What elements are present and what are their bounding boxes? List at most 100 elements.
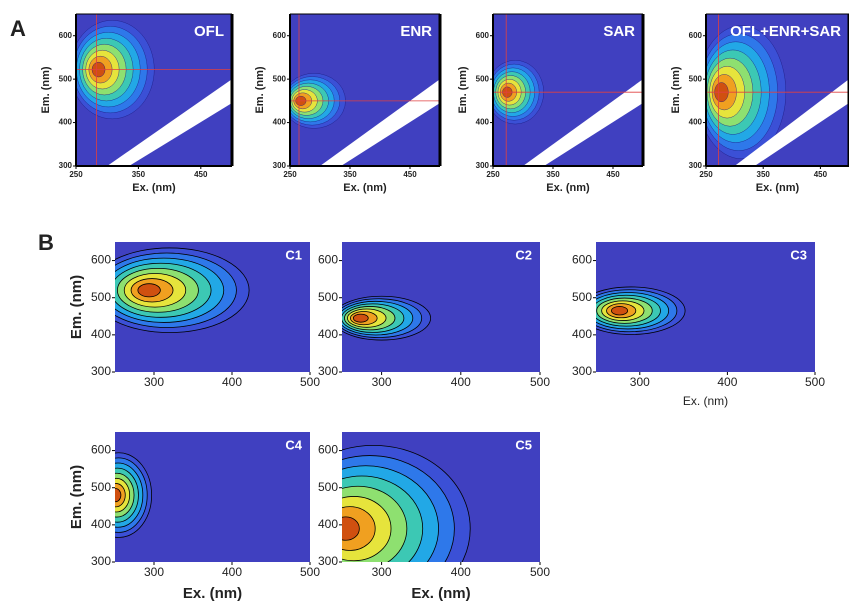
panel-title: C3 [790, 247, 807, 262]
x-axis-label: Ex. (nm) [546, 182, 590, 194]
y-tick-label: 400 [59, 118, 73, 127]
y-tick-label: 600 [318, 443, 338, 457]
y-tick-label: 600 [318, 253, 338, 267]
x-tick-label: 250 [486, 170, 500, 179]
y-tick-label: 300 [572, 364, 592, 378]
contour-level [611, 306, 629, 316]
x-axis-label: Ex. (nm) [343, 182, 387, 194]
y-tick-label: 400 [689, 118, 703, 127]
x-tick-label: 400 [717, 375, 737, 389]
plot-area [76, 14, 232, 166]
y-tick-label: 600 [91, 253, 111, 267]
y-tick-label: 600 [572, 253, 592, 267]
y-tick-label: 400 [318, 517, 338, 531]
x-tick-label: 500 [300, 565, 320, 579]
x-tick-label: 300 [372, 375, 392, 389]
contour-level [352, 313, 369, 323]
panel-title: OFL [194, 23, 224, 40]
x-tick-label: 300 [144, 565, 164, 579]
x-axis-label: Ex. (nm) [683, 394, 728, 408]
x-tick-label: 450 [403, 170, 417, 179]
y-tick-label: 400 [273, 118, 287, 127]
y-tick-label: 400 [572, 327, 592, 341]
y-tick-label: 500 [318, 480, 338, 494]
panel-title: C4 [285, 437, 302, 452]
scatter-band [734, 79, 849, 166]
plot-area [115, 242, 310, 372]
x-tick-label: 500 [530, 375, 550, 389]
y-tick-label: 500 [59, 74, 73, 83]
y-tick-label: 300 [476, 161, 490, 170]
plot-area [342, 242, 540, 372]
y-tick-label: 400 [91, 327, 111, 341]
y-tick-label: 600 [476, 31, 490, 40]
y-tick-label: 600 [59, 31, 73, 40]
x-tick-label: 450 [814, 170, 828, 179]
plot-area [706, 14, 849, 166]
y-tick-label: 500 [273, 74, 287, 83]
x-tick-label: 450 [194, 170, 208, 179]
x-tick-label: 500 [530, 565, 550, 579]
y-tick-label: 300 [91, 554, 111, 568]
panel-title: C1 [285, 247, 302, 262]
plot-area [342, 432, 540, 562]
panel-title: ENR [400, 23, 432, 40]
x-tick-label: 300 [144, 375, 164, 389]
y-axis-label: Em. (nm) [40, 66, 52, 113]
x-tick-label: 250 [69, 170, 83, 179]
panel-label: A [10, 16, 26, 41]
x-tick-label: 350 [546, 170, 560, 179]
x-tick-label: 400 [451, 375, 471, 389]
x-tick-label: 500 [300, 375, 320, 389]
plot-area [290, 14, 440, 166]
panel-title: SAR [603, 23, 635, 40]
y-tick-label: 300 [91, 364, 111, 378]
y-tick-label: 500 [476, 74, 490, 83]
y-tick-label: 300 [689, 161, 703, 170]
x-axis-label: Ex. (nm) [756, 182, 800, 194]
y-tick-label: 500 [318, 290, 338, 304]
panel-label: B [38, 230, 54, 255]
x-tick-label: 350 [757, 170, 771, 179]
y-tick-label: 400 [318, 327, 338, 341]
y-tick-label: 400 [476, 118, 490, 127]
x-tick-label: 400 [222, 375, 242, 389]
plot-area [596, 242, 815, 372]
y-tick-label: 300 [318, 364, 338, 378]
contour-level [137, 283, 161, 298]
y-tick-label: 500 [572, 290, 592, 304]
plot-area [493, 14, 643, 166]
y-tick-label: 400 [91, 517, 111, 531]
contour-level [115, 488, 122, 503]
x-tick-label: 300 [630, 375, 650, 389]
x-axis-label: Ex. (nm) [411, 585, 470, 602]
y-tick-label: 500 [91, 480, 111, 494]
x-tick-label: 250 [283, 170, 297, 179]
plot-area [115, 432, 310, 562]
y-tick-label: 300 [318, 554, 338, 568]
panel-title: OFL+ENR+SAR [730, 23, 841, 40]
y-tick-label: 600 [91, 443, 111, 457]
y-axis-label: Em. (nm) [68, 465, 85, 529]
contour-level [342, 516, 360, 541]
y-axis-label: Em. (nm) [457, 66, 469, 113]
y-axis-label: Em. (nm) [670, 66, 682, 113]
y-tick-label: 300 [273, 161, 287, 170]
x-tick-label: 450 [606, 170, 620, 179]
y-tick-label: 500 [689, 74, 703, 83]
panel-title: C5 [515, 437, 532, 452]
scatter-band [107, 79, 232, 166]
panel-title: C2 [515, 247, 532, 262]
x-tick-label: 250 [699, 170, 713, 179]
y-tick-label: 500 [91, 290, 111, 304]
y-tick-label: 600 [273, 31, 287, 40]
scatter-band [523, 79, 643, 166]
y-tick-label: 600 [689, 31, 703, 40]
x-axis-label: Ex. (nm) [183, 585, 242, 602]
x-tick-label: 300 [372, 565, 392, 579]
y-axis-label: Em. (nm) [254, 66, 266, 113]
x-tick-label: 350 [343, 170, 357, 179]
y-tick-label: 300 [59, 161, 73, 170]
x-axis-label: Ex. (nm) [132, 182, 176, 194]
